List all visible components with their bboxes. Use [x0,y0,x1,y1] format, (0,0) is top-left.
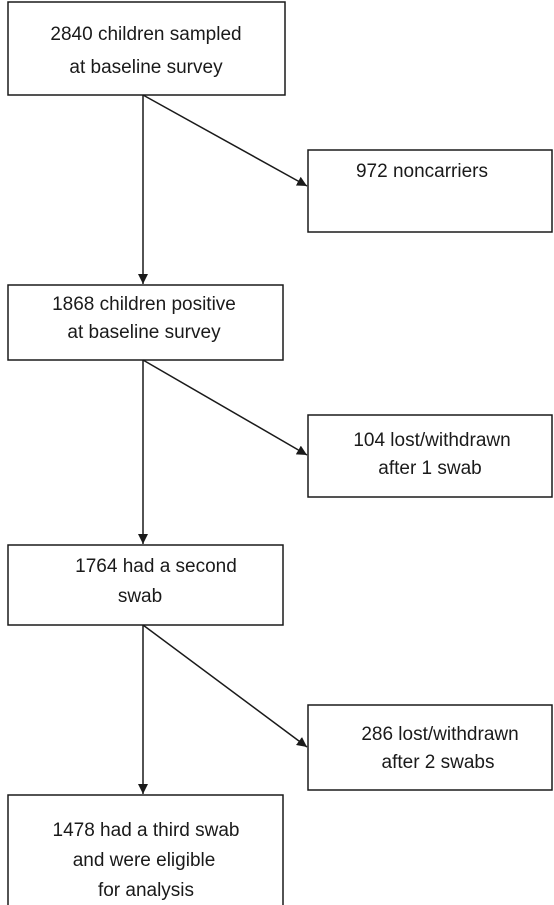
box [7,1,286,96]
arrow [142,94,308,187]
node-text: at baseline survey [67,322,221,343]
box [7,794,284,905]
node-text: 104 lost/withdrawn [353,430,510,451]
node-text: and were eligible [73,850,216,871]
node-text: 1868 children positive [52,294,236,315]
node-text: for analysis [98,880,194,901]
node-text: after 2 swabs [382,752,495,773]
node-text: 1478 had a third swab [53,820,240,841]
arrow [142,624,308,748]
box [7,284,284,361]
node-text: after 1 swab [378,458,482,479]
node-text: 2840 children sampled [50,24,241,45]
box [307,414,553,498]
node-text: 1764 had a second [75,556,237,577]
node-text: at baseline survey [69,57,223,78]
box [7,544,284,626]
box [307,149,553,233]
node-text: 286 lost/withdrawn [361,724,518,745]
node-text: 972 noncarriers [356,161,488,182]
box [307,704,553,791]
arrow [142,359,308,456]
node-text: swab [118,586,162,607]
